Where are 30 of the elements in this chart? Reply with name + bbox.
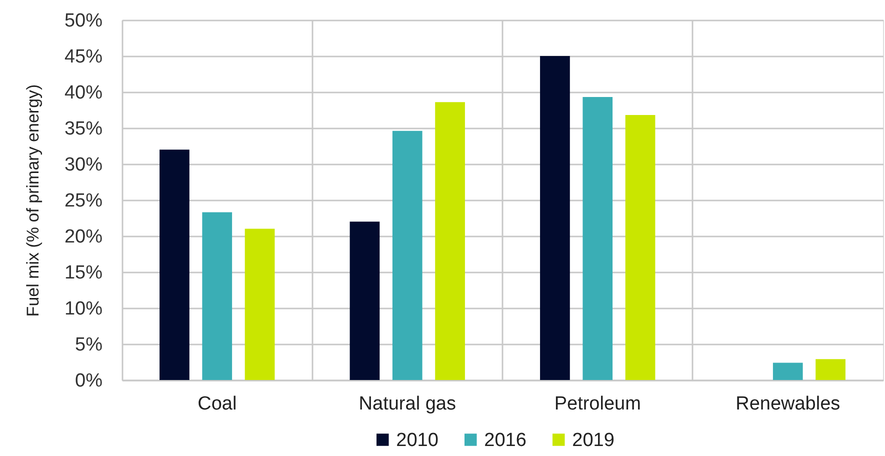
bar bbox=[540, 56, 570, 380]
legend-label: 2019 bbox=[572, 430, 614, 451]
bar bbox=[772, 362, 803, 380]
y-tick-label: 40% bbox=[64, 82, 103, 104]
y-tick-label: 0% bbox=[75, 370, 103, 392]
y-tick-label: 45% bbox=[64, 46, 103, 68]
y-tick-label: 5% bbox=[75, 334, 103, 356]
legend-label: 2010 bbox=[396, 430, 438, 451]
y-tick-label: 30% bbox=[64, 154, 103, 176]
bar bbox=[202, 212, 232, 380]
bar bbox=[350, 222, 380, 380]
bar bbox=[244, 228, 275, 380]
x-tick-label: Renewables bbox=[736, 394, 840, 414]
bar bbox=[160, 150, 190, 380]
y-axis-title: Fuel mix (% of primary energy) bbox=[23, 84, 42, 317]
y-tick-label: 20% bbox=[64, 226, 103, 248]
x-tick-label: Petroleum bbox=[554, 394, 641, 414]
x-tick-label: Natural gas bbox=[358, 394, 456, 414]
y-tick-label: 35% bbox=[64, 118, 103, 140]
bar bbox=[816, 359, 846, 380]
y-tick-label: 50% bbox=[64, 10, 103, 32]
bar bbox=[582, 97, 613, 380]
bar bbox=[392, 130, 422, 380]
x-tick-label: Coal bbox=[198, 394, 237, 414]
y-tick-label: 10% bbox=[64, 298, 103, 320]
bar bbox=[625, 115, 656, 380]
legend-label: 2016 bbox=[484, 430, 526, 451]
bar bbox=[435, 102, 465, 380]
y-tick-label: 15% bbox=[64, 262, 103, 284]
y-tick-label: 25% bbox=[64, 190, 103, 212]
